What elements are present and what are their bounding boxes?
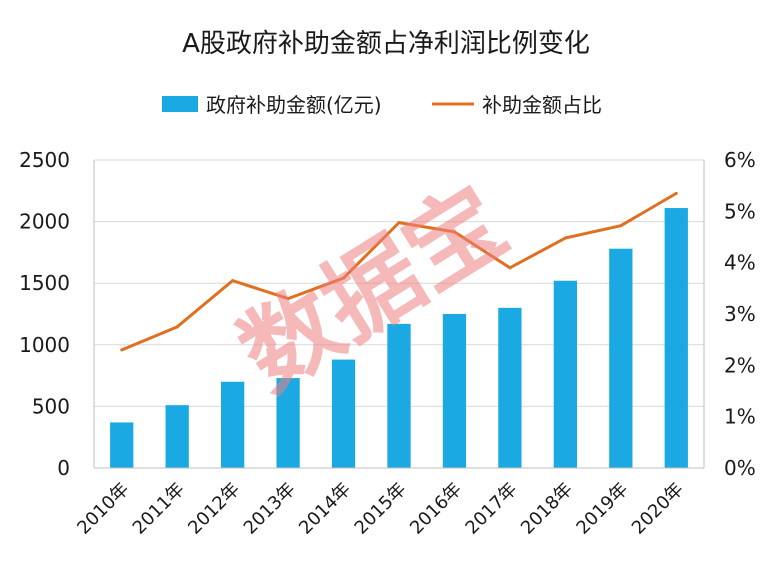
line-point-9	[563, 236, 567, 240]
legend-line-label: 补助金额占比	[482, 93, 602, 117]
axes	[93, 160, 705, 469]
line-point-1	[120, 348, 124, 352]
x-tick-label-5: 2014年	[295, 479, 355, 539]
watermark: 数据宝	[221, 165, 525, 413]
y-axis-right: 0% 1% 2% 3% 4% 5% 6%	[724, 148, 756, 480]
x-tick-label-11: 2020年	[628, 479, 688, 539]
bar-1	[110, 422, 134, 468]
line-point-7	[452, 230, 456, 234]
line-point-11	[674, 191, 678, 195]
line-point-4	[286, 297, 290, 301]
y-left-tick-0: 0	[57, 456, 70, 480]
y-left-tick-1500: 1500	[19, 271, 70, 295]
y-right-tick-4: 4%	[724, 251, 756, 275]
line-point-6	[397, 221, 401, 225]
y-right-tick-3: 3%	[724, 302, 756, 326]
y-right-tick-0: 0%	[724, 456, 756, 480]
line-point-8	[508, 266, 512, 270]
x-axis: 2010年2011年2012年2013年2014年2015年2016年2017年…	[73, 479, 688, 539]
line-point-5	[342, 276, 346, 280]
bar-11	[664, 208, 688, 468]
x-tick-label-6: 2015年	[351, 479, 411, 539]
bar-2	[165, 405, 189, 468]
bar-6	[387, 323, 411, 468]
legend-bar-label: 政府补助金额(亿元)	[206, 93, 382, 117]
legend: 政府补助金额(亿元) 补助金额占比	[162, 93, 602, 117]
x-tick-label-9: 2018年	[517, 479, 577, 539]
y-right-tick-6: 6%	[724, 148, 756, 172]
line-point-3	[231, 279, 235, 283]
x-tick-label-1: 2010年	[73, 479, 133, 539]
line-point-2	[175, 325, 179, 329]
bar-4	[276, 378, 300, 468]
y-left-tick-500: 500	[32, 394, 70, 418]
bars	[110, 208, 688, 468]
bar-9	[553, 280, 578, 468]
y-left-tick-1000: 1000	[19, 333, 70, 357]
x-tick-label-2: 2011年	[129, 479, 189, 539]
bar-5	[331, 359, 356, 468]
line-point-10	[619, 224, 623, 228]
chart-title: A股政府补助金额占净利润比例变化	[182, 29, 590, 59]
legend-bar-swatch	[162, 96, 198, 112]
y-axis-left: 0 500 1000 1500 2000 2500	[19, 148, 70, 480]
bar-10	[609, 248, 633, 468]
y-left-tick-2500: 2500	[19, 148, 70, 172]
bar-8	[498, 307, 522, 468]
x-tick-label-7: 2016年	[406, 479, 466, 539]
x-tick-label-4: 2013年	[240, 479, 300, 539]
y-right-tick-1: 1%	[724, 405, 756, 429]
y-right-tick-5: 5%	[724, 199, 756, 223]
x-tick-label-10: 2019年	[572, 479, 632, 539]
y-left-tick-2000: 2000	[19, 210, 70, 234]
x-tick-label-3: 2012年	[184, 479, 244, 539]
y-right-tick-2: 2%	[724, 353, 756, 377]
bar-7	[442, 314, 467, 468]
bar-3	[220, 381, 245, 468]
line-series	[120, 191, 678, 352]
x-tick-label-8: 2017年	[461, 479, 521, 539]
